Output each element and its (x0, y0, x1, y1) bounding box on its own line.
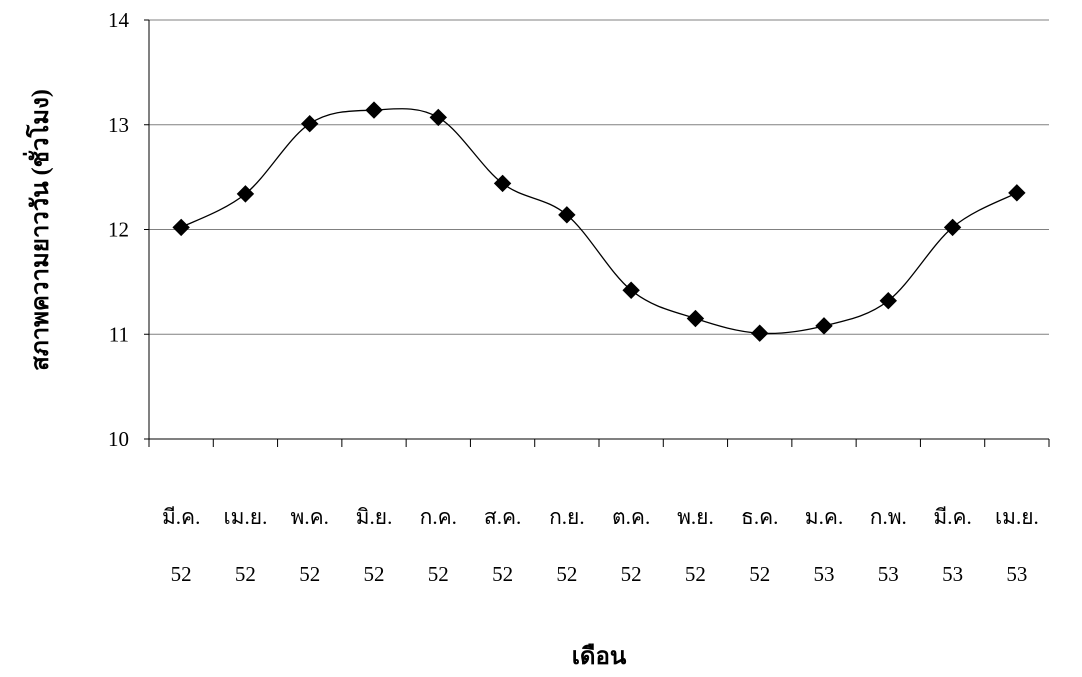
x-tick-label-year: 52 (235, 562, 256, 586)
x-tick-label-month: ต.ค. (612, 505, 650, 529)
x-tick-label-month: ม.ค. (805, 505, 843, 529)
y-axis-title: สภาพความยาววัน (ชั่วโมง) (22, 89, 54, 371)
data-point-marker-4 (429, 108, 447, 127)
data-point-marker-1 (236, 185, 255, 203)
data-markers (172, 101, 1026, 342)
data-point-marker-11 (879, 292, 897, 310)
x-tick-labels: มี.ค. 52 เม.ย. 52 พ.ค. 52 มิ.ย. 52 ก.ค. 52 ส.ค. 52 ก… (162, 505, 1039, 586)
x-tick-label-year: 52 (492, 562, 513, 586)
x-tick-label-month: มิ.ย. (356, 505, 393, 529)
x-tick-label-year: 52 (428, 562, 449, 586)
x-tick-label-year: 53 (1006, 562, 1027, 586)
gridlines (144, 19, 1049, 440)
x-tick-label-year: 52 (621, 562, 642, 586)
y-tick-label-11: 11 (109, 322, 129, 346)
x-tick-label-year: 52 (364, 562, 385, 586)
data-point-marker-3 (365, 101, 383, 119)
data-point-marker-6 (558, 206, 576, 224)
x-tick-label-month: มี.ค. (933, 505, 971, 529)
x-tick-label-year: 52 (556, 562, 577, 586)
data-point-marker-8 (686, 309, 705, 328)
x-tick-label-month: เม.ย. (995, 505, 1039, 529)
y-tick-label-14: 14 (108, 8, 130, 32)
data-point-marker-5 (493, 174, 512, 193)
x-tick-label-month: เม.ย. (224, 505, 268, 529)
data-point-marker-2 (301, 114, 319, 133)
data-point-marker-7 (622, 281, 640, 299)
data-point-marker-9 (751, 324, 769, 342)
y-tick-label-10: 10 (108, 427, 129, 451)
axes (148, 20, 1050, 447)
x-tick-label-month: ก.ค. (420, 505, 457, 529)
x-tick-label-month: มี.ค. (162, 505, 200, 529)
x-tick-label-month: ธ.ค. (741, 505, 778, 529)
x-tick-label-month: ก.ย. (549, 505, 585, 529)
x-tick-label-year: 53 (942, 562, 963, 586)
y-tick-label-12: 12 (108, 218, 129, 242)
x-tick-label-year: 53 (814, 562, 835, 586)
x-tick-label-month: ก.พ. (870, 505, 907, 529)
x-tick-label-month: พ.ค. (291, 505, 329, 529)
data-point-marker-13 (1008, 184, 1026, 202)
data-point-marker-0 (172, 218, 190, 237)
x-axis-title: เดือน (572, 643, 627, 670)
x-tick-label-year: 53 (878, 562, 899, 586)
data-point-marker-12 (943, 218, 962, 237)
x-tick-label-year: 52 (749, 562, 770, 586)
x-tick-label-year: 52 (685, 562, 706, 586)
x-tick-label-year: 52 (171, 562, 192, 586)
y-tick-label-13: 13 (108, 113, 129, 137)
x-tick-label-year: 52 (299, 562, 320, 586)
x-tick-label-month: พ.ย. (677, 505, 714, 529)
data-point-marker-10 (815, 317, 833, 335)
x-tick-label-month: ส.ค. (484, 505, 521, 529)
y-tick-labels: 10 11 12 13 14 (108, 8, 130, 451)
